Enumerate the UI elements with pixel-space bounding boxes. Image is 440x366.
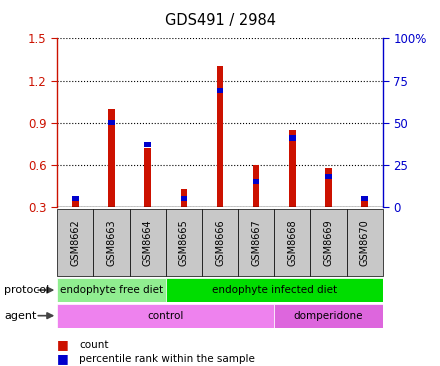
Bar: [217, 67, 223, 207]
Bar: [72, 196, 79, 207]
Bar: [253, 165, 260, 207]
Bar: [325, 168, 332, 207]
Text: endophyte infected diet: endophyte infected diet: [212, 285, 337, 295]
Bar: [144, 148, 151, 207]
Bar: [347, 209, 383, 276]
Bar: [144, 142, 151, 147]
Text: ■: ■: [57, 338, 69, 351]
Text: GSM8666: GSM8666: [215, 219, 225, 266]
Text: GSM8667: GSM8667: [251, 219, 261, 266]
Text: GSM8663: GSM8663: [106, 219, 117, 266]
Bar: [129, 209, 166, 276]
Bar: [108, 109, 115, 207]
Bar: [238, 209, 274, 276]
Text: GDS491 / 2984: GDS491 / 2984: [165, 13, 275, 28]
Text: GSM8670: GSM8670: [360, 219, 370, 266]
Bar: [274, 304, 383, 328]
Text: GSM8665: GSM8665: [179, 219, 189, 266]
Text: ■: ■: [57, 352, 69, 365]
Bar: [361, 196, 368, 207]
Bar: [72, 195, 79, 201]
Text: GSM8668: GSM8668: [287, 219, 297, 266]
Text: count: count: [79, 340, 109, 350]
Bar: [274, 209, 311, 276]
Bar: [361, 195, 368, 201]
Text: GSM8662: GSM8662: [70, 219, 80, 266]
Text: endophyte free diet: endophyte free diet: [60, 285, 163, 295]
Bar: [108, 120, 115, 126]
Text: agent: agent: [4, 311, 37, 321]
Bar: [57, 278, 166, 302]
Bar: [93, 209, 129, 276]
Text: domperidone: domperidone: [294, 311, 363, 321]
Bar: [202, 209, 238, 276]
Text: protocol: protocol: [4, 285, 50, 295]
Bar: [289, 135, 296, 141]
Bar: [289, 130, 296, 207]
Text: GSM8664: GSM8664: [143, 219, 153, 266]
Text: percentile rank within the sample: percentile rank within the sample: [79, 354, 255, 364]
Bar: [217, 88, 223, 93]
Bar: [166, 209, 202, 276]
Bar: [311, 209, 347, 276]
Text: control: control: [147, 311, 184, 321]
Bar: [325, 174, 332, 179]
Bar: [253, 179, 260, 184]
Text: GSM8669: GSM8669: [323, 219, 334, 266]
Bar: [57, 304, 274, 328]
Bar: [180, 195, 187, 201]
Bar: [57, 209, 93, 276]
Bar: [166, 278, 383, 302]
Bar: [180, 188, 187, 207]
